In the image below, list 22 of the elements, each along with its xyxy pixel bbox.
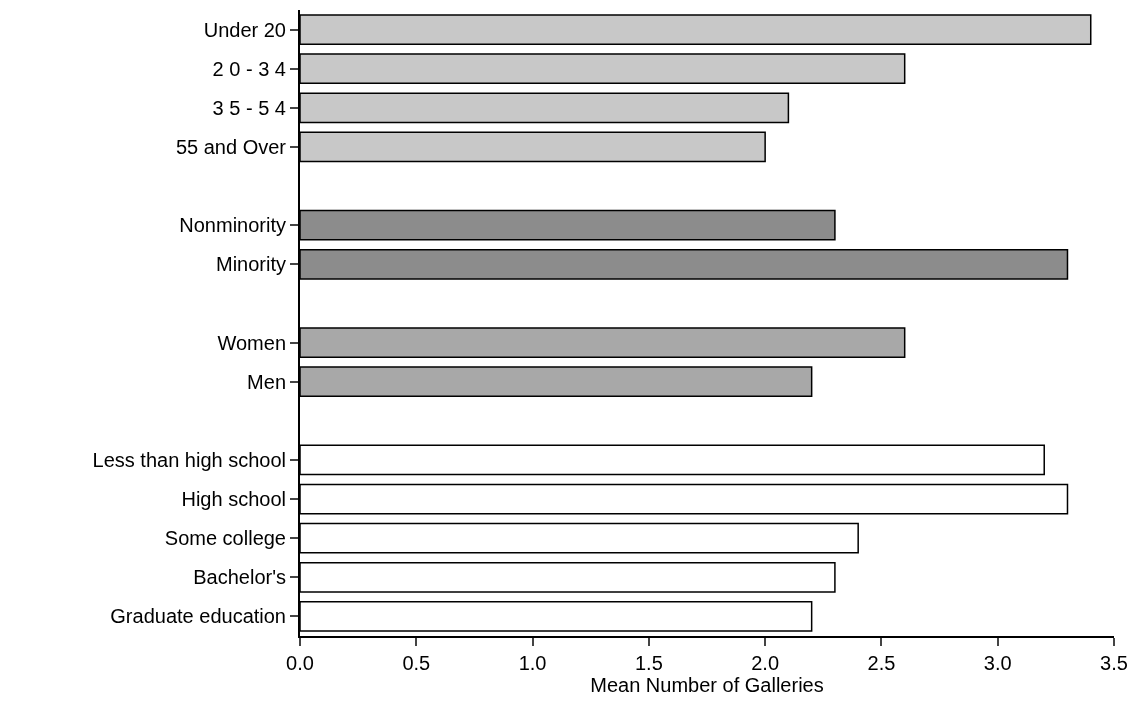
- y-tick-label: 55 and Over: [175, 135, 287, 158]
- x-tick-label: 0.5: [402, 652, 431, 674]
- x-tick-label: 0.0: [286, 652, 314, 674]
- y-tick-label: 3 5 - 5 4: [212, 96, 286, 119]
- x-tick-label: 2.5: [867, 652, 896, 674]
- x-tick-label: 3.0: [983, 652, 1012, 674]
- y-tick-label: Less than high school: [92, 448, 286, 471]
- y-tick-label: Minority: [215, 253, 286, 276]
- y-tick-label: Graduate education: [110, 605, 286, 628]
- y-tick-label: Bachelor's: [193, 566, 286, 589]
- x-tick-label: 1.0: [518, 652, 547, 674]
- y-tick-label: Under 20: [203, 18, 286, 41]
- y-tick-label: 2 0 - 3 4: [212, 57, 286, 80]
- x-axis-title: Mean Number of Galleries: [590, 674, 824, 696]
- y-tick-label: High school: [181, 488, 286, 511]
- x-tick-label: 3.5: [1100, 652, 1128, 674]
- y-tick-label: Women: [217, 331, 286, 354]
- x-tick-label: 2.0: [751, 652, 780, 674]
- y-tick-label: Some college: [164, 527, 286, 550]
- y-tick-label: Nonminority: [179, 214, 286, 237]
- x-tick-label: 1.5: [634, 652, 663, 674]
- y-tick-label: Men: [247, 370, 286, 393]
